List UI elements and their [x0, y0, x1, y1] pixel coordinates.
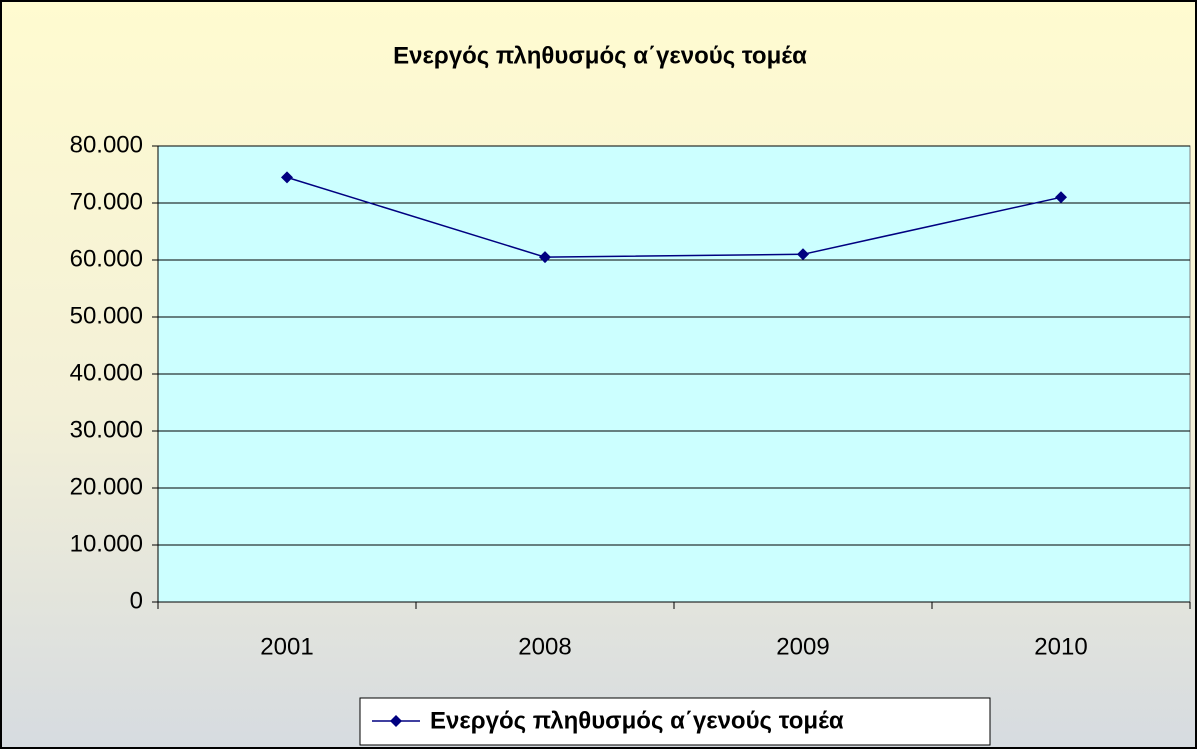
- y-tick-label: 20.000: [70, 473, 143, 500]
- y-tick-label: 0: [130, 587, 143, 614]
- series-line: [286, 176, 1062, 258]
- y-tick-label: 30.000: [70, 416, 143, 443]
- legend-marker: [390, 715, 402, 727]
- chart-title: Ενεργός πληθυσμός α΄γενούς τομέα: [393, 42, 807, 69]
- point-marker: [1055, 191, 1067, 204]
- y-tick-label: 10.000: [70, 530, 143, 557]
- point-marker: [539, 251, 551, 264]
- legend-box: [359, 697, 991, 746]
- x-tick-label: 2008: [518, 633, 571, 660]
- point-marker: [797, 248, 809, 261]
- point-marker: [281, 171, 293, 184]
- x-tick-label: 2009: [776, 633, 829, 660]
- y-tick-label: 60.000: [70, 245, 143, 272]
- y-tick-label: 80.000: [70, 131, 143, 158]
- y-tick-label: 40.000: [70, 359, 143, 386]
- x-tick-label: 2001: [260, 633, 313, 660]
- y-tick-label: 50.000: [70, 302, 143, 329]
- x-tick-label: 2010: [1034, 633, 1087, 660]
- legend-label: Ενεργός πληθυσμός α΄γενούς τομέα: [430, 707, 844, 734]
- y-tick-label: 70.000: [70, 188, 143, 215]
